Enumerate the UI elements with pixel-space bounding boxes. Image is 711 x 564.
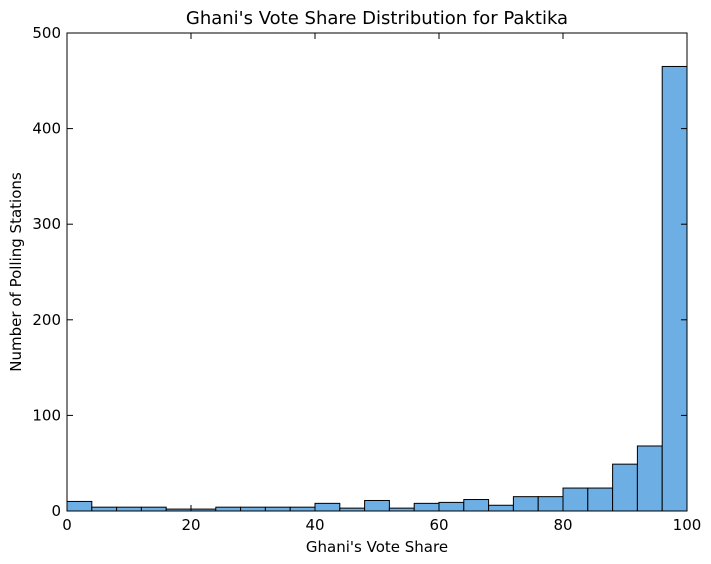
y-tick-label: 300 <box>32 215 61 233</box>
x-axis-label: Ghani's Vote Share <box>306 538 448 556</box>
histogram-bar <box>140 506 167 512</box>
histogram-bar <box>240 506 266 512</box>
histogram-bar <box>438 501 465 512</box>
histogram-bar <box>91 506 118 512</box>
tick-labels-group: 0 20 40 60 80 100 0 100 200 300 400 500 <box>32 24 701 534</box>
x-tick-label: 80 <box>553 516 572 534</box>
plot-frame <box>66 32 688 512</box>
y-tick-label: 500 <box>32 24 61 42</box>
histogram-bar <box>537 496 564 512</box>
y-axis-label: Number of Polling Stations <box>7 172 25 372</box>
histogram-bar <box>66 500 93 512</box>
ticks-group <box>66 32 688 512</box>
y-tick-label: 100 <box>32 406 61 424</box>
histogram-bar <box>463 499 490 512</box>
histogram-bar <box>587 487 614 512</box>
chart-title: Ghani's Vote Share Distribution for Pakt… <box>186 8 568 29</box>
histogram-bar <box>612 463 638 512</box>
histogram-bar <box>364 499 390 512</box>
histogram-bar <box>636 445 663 512</box>
histogram-bar <box>264 506 291 512</box>
bars-group <box>66 65 688 512</box>
x-tick-label: 0 <box>62 516 72 534</box>
y-tick-label: 0 <box>51 502 61 520</box>
x-tick-label: 100 <box>673 516 702 534</box>
x-tick-label: 20 <box>181 516 200 534</box>
x-tick-label: 40 <box>305 516 324 534</box>
histogram-bar <box>562 487 589 512</box>
histogram-bar <box>289 506 316 512</box>
histogram-bar <box>314 502 341 512</box>
histogram-bar <box>512 496 539 512</box>
histogram-bar <box>413 502 440 512</box>
y-tick-label: 200 <box>32 311 61 329</box>
histogram-bar <box>215 506 242 512</box>
x-tick-label: 60 <box>429 516 448 534</box>
histogram-bar <box>116 506 142 512</box>
y-tick-label: 400 <box>32 120 61 138</box>
histogram-bar <box>488 504 514 512</box>
histogram-bar <box>661 65 688 512</box>
